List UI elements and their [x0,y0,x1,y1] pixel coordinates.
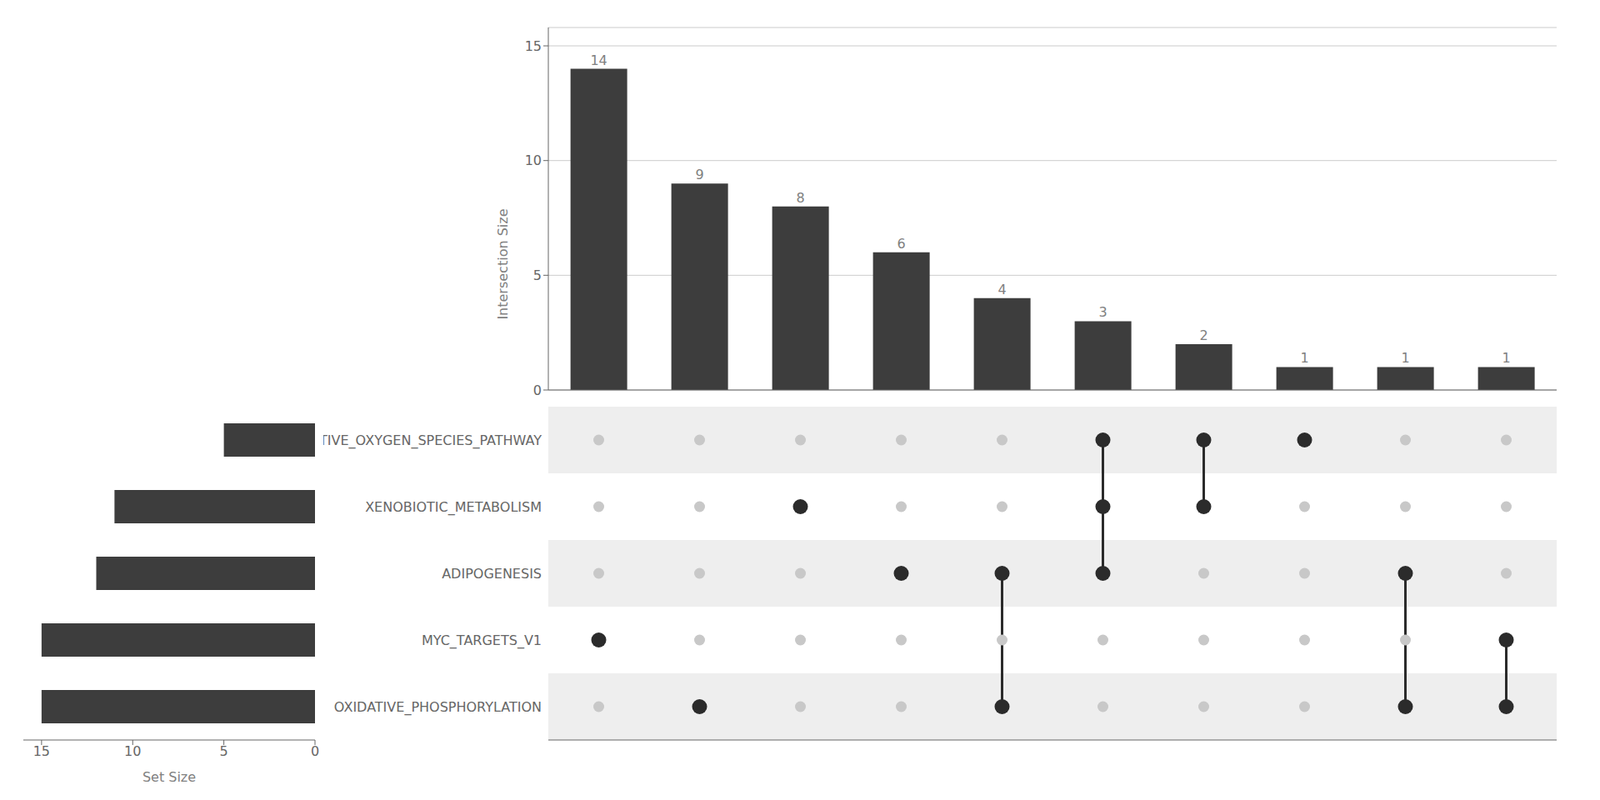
svg-text:1: 1 [1401,350,1410,366]
svg-text:2: 2 [1200,327,1209,344]
svg-text:8: 8 [796,190,805,206]
svg-text:Intersection Size: Intersection Size [495,209,511,320]
svg-text:6: 6 [897,235,906,252]
svg-text:ADIPOGENESIS: ADIPOGENESIS [441,565,542,582]
svg-text:4: 4 [998,281,1007,298]
svg-text:REACTIVE_OXYGEN_SPECIES_PATHWA: REACTIVE_OXYGEN_SPECIES_PATHWAY [323,432,542,450]
svg-text:14: 14 [590,52,607,69]
svg-text:OXIDATIVE_PHOSPHORYLATION: OXIDATIVE_PHOSPHORYLATION [334,699,542,716]
svg-text:XENOBIOTIC_METABOLISM: XENOBIOTIC_METABOLISM [365,499,542,516]
svg-text:10: 10 [124,743,141,760]
svg-text:5: 5 [220,743,229,760]
svg-text:15: 15 [525,38,542,55]
svg-text:3: 3 [1099,304,1108,320]
svg-text:0: 0 [310,743,320,760]
svg-text:1: 1 [1300,350,1310,366]
svg-text:1: 1 [1502,350,1511,366]
svg-text:Set Size: Set Size [142,769,196,782]
svg-text:5: 5 [533,267,542,284]
svg-text:9: 9 [695,166,705,183]
svg-text:15: 15 [33,743,50,760]
svg-text:0: 0 [533,382,542,399]
svg-text:10: 10 [525,152,542,169]
svg-text:MYC_TARGETS_V1: MYC_TARGETS_V1 [421,632,542,650]
